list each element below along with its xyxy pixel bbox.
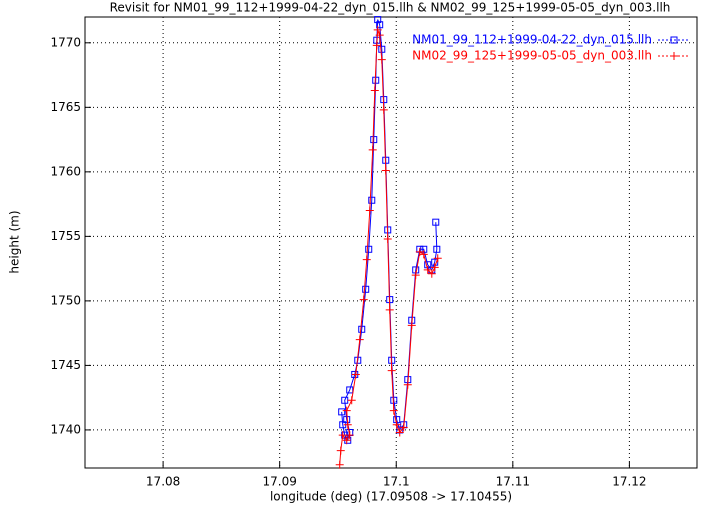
point xyxy=(362,255,371,264)
point xyxy=(370,86,379,95)
point xyxy=(427,269,436,278)
point xyxy=(338,408,346,416)
point xyxy=(433,245,441,253)
point xyxy=(389,406,398,415)
point xyxy=(343,420,352,429)
x-tick-label: 17.12 xyxy=(612,475,646,489)
point xyxy=(375,31,384,40)
chart-title: Revisit for NM01_99_112+1999-04-22_dyn_0… xyxy=(110,1,671,15)
x-tick-label: 17.08 xyxy=(146,475,180,489)
point xyxy=(358,325,366,333)
point xyxy=(411,271,420,280)
point xyxy=(407,321,416,330)
point xyxy=(381,166,390,175)
point xyxy=(342,406,351,415)
point xyxy=(346,386,354,394)
point xyxy=(338,431,347,440)
y-tick-label: 1745 xyxy=(50,358,81,372)
point xyxy=(392,420,401,429)
point xyxy=(419,250,428,259)
point xyxy=(374,16,382,24)
point xyxy=(368,196,376,204)
point xyxy=(385,305,394,314)
point xyxy=(395,428,404,437)
y-axis-label: height (m) xyxy=(8,210,22,273)
x-tick-label: 17.09 xyxy=(262,475,296,489)
legend-marker xyxy=(670,52,678,60)
y-tick-label: 1740 xyxy=(50,422,81,436)
point xyxy=(365,206,374,215)
point xyxy=(399,423,408,432)
point xyxy=(376,21,384,29)
point xyxy=(372,41,381,50)
point xyxy=(335,460,344,469)
point xyxy=(377,55,386,64)
legend-label: NM02_99_125+1999-05-05_dyn_003.llh xyxy=(412,49,652,63)
y-tick-label: 1760 xyxy=(50,164,81,178)
x-tick-label: 17.11 xyxy=(496,475,530,489)
point xyxy=(432,218,440,226)
y-tick-label: 1755 xyxy=(50,229,81,243)
point xyxy=(387,366,396,375)
y-tick-label: 1770 xyxy=(50,35,81,49)
point xyxy=(403,380,412,389)
legend-marker xyxy=(670,36,678,44)
x-axis-label: longitude (deg) (17.09508 -> 17.10455) xyxy=(270,490,512,504)
point xyxy=(378,45,386,53)
y-tick-label: 1750 xyxy=(50,293,81,307)
point xyxy=(423,265,432,274)
legend-label: NM01_99_112+1999-04-22_dyn_015.llh xyxy=(412,33,652,47)
plot-frame xyxy=(84,16,698,469)
point xyxy=(373,25,382,34)
point xyxy=(365,245,373,253)
point xyxy=(430,263,439,272)
point xyxy=(342,436,351,445)
point xyxy=(336,446,345,455)
point xyxy=(370,136,378,144)
point xyxy=(362,285,370,293)
point xyxy=(433,254,442,263)
point xyxy=(351,370,360,379)
point xyxy=(359,295,368,304)
point xyxy=(383,234,392,243)
point xyxy=(368,145,377,154)
point xyxy=(345,431,354,440)
y-tick-label: 1765 xyxy=(50,100,81,114)
x-tick-label: 17.1 xyxy=(383,475,410,489)
point xyxy=(347,396,356,405)
point xyxy=(355,335,364,344)
point xyxy=(379,105,388,114)
